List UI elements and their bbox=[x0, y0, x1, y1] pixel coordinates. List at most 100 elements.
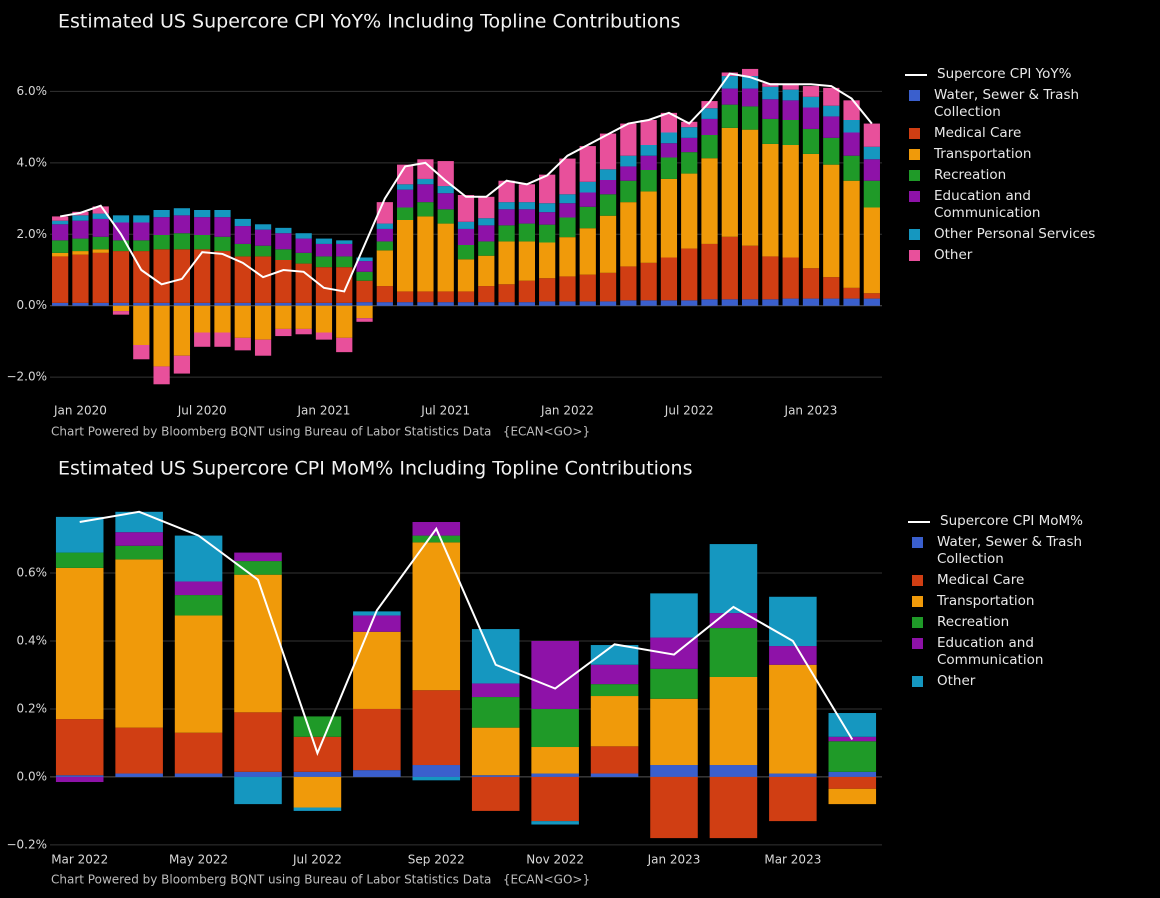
legend-label: Other Personal Services bbox=[934, 226, 1096, 242]
bar-segment bbox=[620, 202, 637, 267]
bar-segment bbox=[559, 203, 576, 218]
bar-segment bbox=[660, 157, 678, 179]
bar-segment bbox=[153, 217, 170, 235]
bar-segment bbox=[762, 299, 779, 306]
bars bbox=[52, 68, 880, 385]
bar-segment bbox=[709, 628, 758, 677]
bar-segment bbox=[828, 788, 877, 805]
bar-segment bbox=[478, 286, 495, 303]
bar-segment bbox=[518, 302, 535, 306]
chart-title: Estimated US Supercore CPI YoY% Includin… bbox=[58, 11, 680, 33]
bar-segment bbox=[133, 240, 150, 252]
bar-segment bbox=[539, 242, 556, 279]
bar-segment bbox=[173, 305, 191, 356]
bar-segment bbox=[173, 249, 191, 303]
bar-segment bbox=[457, 195, 475, 222]
legend-item: Education and Communication bbox=[908, 635, 1142, 669]
bar-segment bbox=[115, 727, 163, 774]
legend-label: Transportation bbox=[937, 593, 1035, 609]
legend-swatch bbox=[909, 128, 920, 139]
bar-segment bbox=[254, 305, 272, 340]
bar-segment bbox=[52, 302, 69, 306]
bar-segment bbox=[762, 256, 779, 300]
bar-segment bbox=[823, 87, 840, 106]
bar-segment bbox=[471, 629, 520, 684]
bar-segment bbox=[254, 224, 272, 230]
x-tick-label: Nov 2022 bbox=[526, 853, 584, 867]
bar-segment bbox=[640, 120, 657, 145]
bar-segment bbox=[153, 235, 170, 250]
bar-segment bbox=[133, 222, 150, 241]
bar-segment bbox=[376, 241, 393, 251]
bar-segment bbox=[353, 708, 401, 771]
bar-segment bbox=[52, 240, 69, 253]
bar-segment bbox=[315, 332, 333, 340]
bar-segment bbox=[194, 302, 211, 306]
bar-segment bbox=[620, 180, 637, 203]
bar-segment bbox=[721, 104, 738, 128]
bar-segment bbox=[701, 243, 718, 300]
bar-segment bbox=[437, 223, 454, 292]
bar-segment bbox=[336, 267, 353, 303]
legend-label: Recreation bbox=[934, 167, 1007, 183]
bar-segment bbox=[72, 220, 89, 239]
bar-segment bbox=[397, 291, 414, 303]
bar-segment bbox=[599, 169, 617, 180]
bar-segment bbox=[112, 240, 130, 252]
bar-segment bbox=[478, 241, 495, 256]
bar-segment bbox=[55, 776, 104, 783]
legend-label: Education and Communication bbox=[937, 635, 1044, 668]
bar-segment bbox=[721, 299, 738, 306]
bar-segment bbox=[741, 129, 759, 246]
bar-segment bbox=[376, 286, 393, 303]
bar-segment bbox=[254, 229, 272, 246]
bar-segment bbox=[762, 143, 779, 257]
x-tick-label: Jan 2023 bbox=[647, 853, 701, 867]
x-tick-label: May 2022 bbox=[169, 853, 228, 867]
bar-segment bbox=[478, 225, 495, 242]
bar-segment bbox=[709, 676, 758, 766]
bar-segment bbox=[52, 252, 69, 257]
bar-segment bbox=[782, 100, 799, 120]
bar-segment bbox=[153, 210, 170, 218]
bar-segment bbox=[92, 218, 109, 237]
y-tick-label: 0.2% bbox=[17, 701, 48, 715]
bar-segment bbox=[701, 158, 718, 244]
x-tick-label: Jul 2021 bbox=[420, 404, 470, 418]
y-tick-label: 6.0% bbox=[17, 84, 48, 98]
bar-segment bbox=[579, 228, 596, 275]
bar-segment bbox=[133, 345, 150, 360]
bar-segment bbox=[214, 302, 231, 306]
bar-segment bbox=[457, 259, 475, 292]
bar-segment bbox=[650, 776, 698, 839]
bar-segment bbox=[174, 595, 223, 616]
bar-segment bbox=[709, 765, 758, 777]
bar-segment bbox=[55, 775, 104, 777]
bar-segment bbox=[471, 697, 520, 728]
bar-segment bbox=[782, 298, 799, 306]
bar-segment bbox=[173, 215, 191, 234]
bar-segment bbox=[417, 184, 434, 203]
bar-segment bbox=[762, 118, 779, 144]
bar-segment bbox=[295, 252, 312, 264]
bar-segment bbox=[620, 123, 637, 156]
bar-segment bbox=[539, 174, 556, 204]
legend-swatch bbox=[909, 90, 920, 101]
bar-segment bbox=[234, 256, 251, 303]
bar-segment bbox=[579, 146, 596, 182]
legend-item: Recreation bbox=[905, 167, 1139, 184]
chart-title: Estimated US Supercore CPI MoM% Includin… bbox=[58, 458, 693, 480]
bar-segment bbox=[275, 249, 292, 260]
bar-segment bbox=[417, 178, 434, 185]
bar-segment bbox=[457, 245, 475, 260]
bar-segment bbox=[55, 516, 104, 553]
bar-segment bbox=[174, 773, 223, 777]
bar-segment bbox=[701, 101, 718, 109]
bar-segment bbox=[234, 771, 282, 777]
bar-segment bbox=[52, 216, 69, 221]
bar-segment bbox=[356, 280, 373, 303]
y-tick-label: 2.0% bbox=[17, 227, 48, 241]
legend: Supercore CPI MoM% Water, Sewer & Trash C… bbox=[908, 513, 1142, 694]
bar-segment bbox=[194, 210, 211, 218]
bar-segment bbox=[559, 301, 576, 306]
